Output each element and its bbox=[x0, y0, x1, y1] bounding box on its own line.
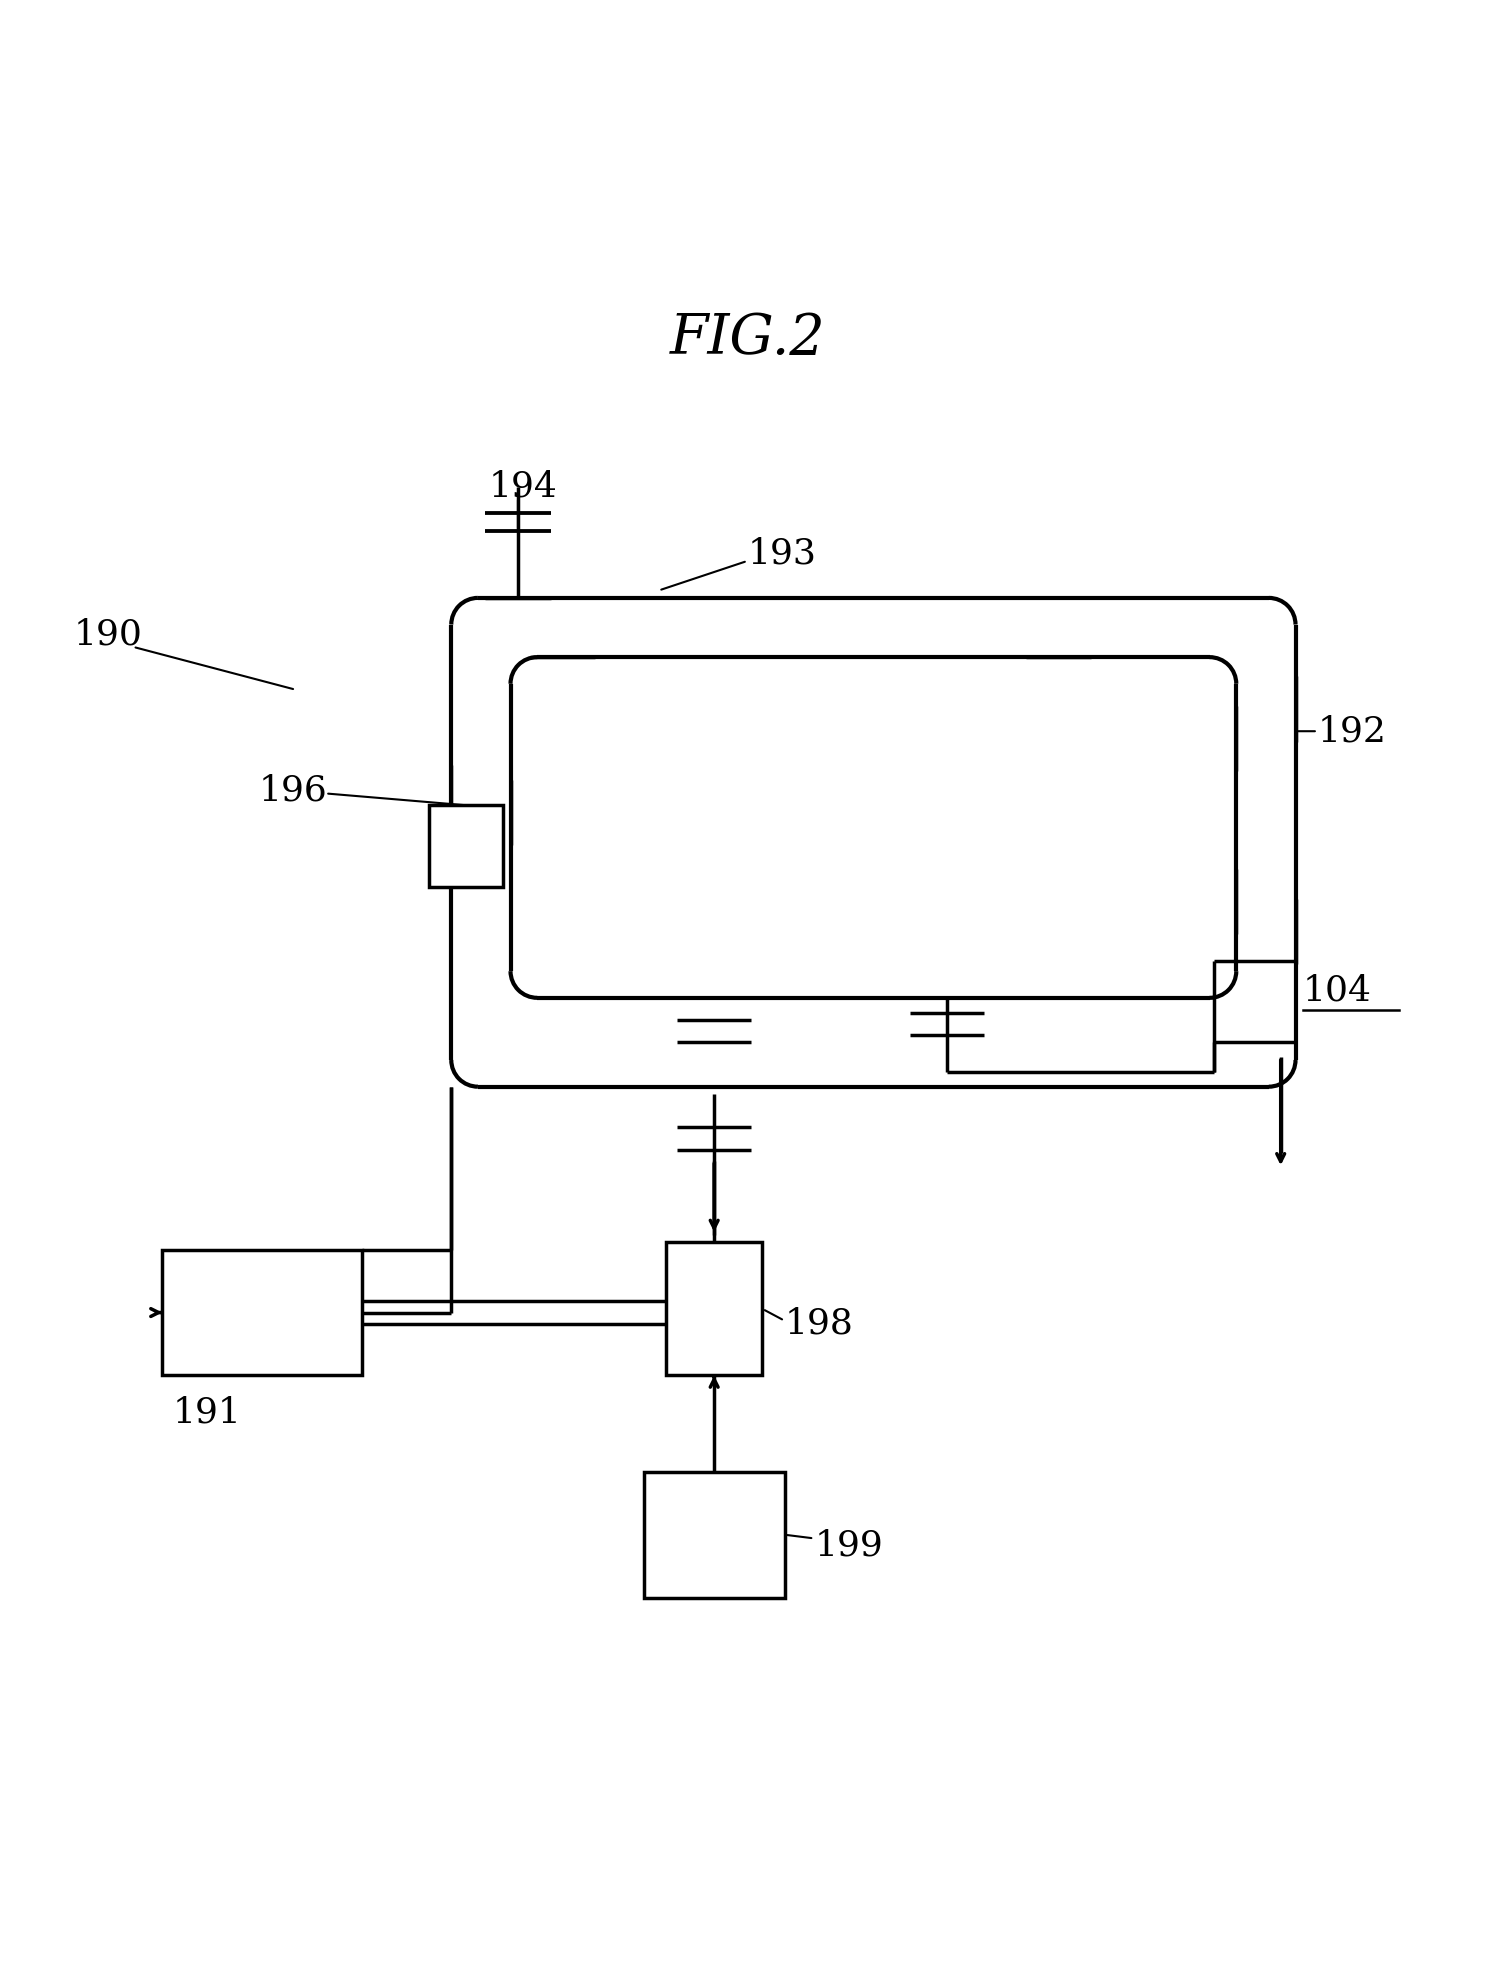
Text: 199: 199 bbox=[815, 1530, 884, 1563]
Text: 193: 193 bbox=[748, 537, 816, 570]
Text: 104: 104 bbox=[1304, 973, 1372, 1007]
Bar bbox=[429, 806, 504, 887]
Text: 198: 198 bbox=[785, 1307, 854, 1341]
Text: 191: 191 bbox=[172, 1396, 241, 1429]
Text: 194: 194 bbox=[489, 470, 558, 503]
Text: 190: 190 bbox=[73, 617, 142, 653]
Text: 196: 196 bbox=[259, 773, 327, 808]
Bar bbox=[163, 1250, 362, 1376]
Text: FIG.2: FIG.2 bbox=[670, 311, 825, 366]
Text: 192: 192 bbox=[1317, 714, 1386, 749]
Bar bbox=[667, 1243, 762, 1376]
Bar bbox=[644, 1473, 785, 1598]
